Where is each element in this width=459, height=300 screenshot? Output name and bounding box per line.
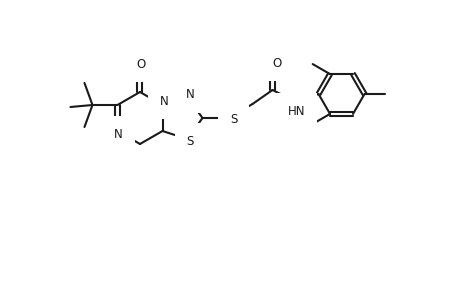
Text: N: N — [185, 88, 194, 101]
Text: S: S — [230, 112, 237, 125]
Text: O: O — [136, 58, 146, 70]
Text: S: S — [186, 134, 194, 148]
Text: N: N — [160, 94, 168, 107]
Text: HN: HN — [287, 104, 305, 118]
Text: O: O — [271, 56, 280, 70]
Text: N: N — [114, 128, 123, 140]
